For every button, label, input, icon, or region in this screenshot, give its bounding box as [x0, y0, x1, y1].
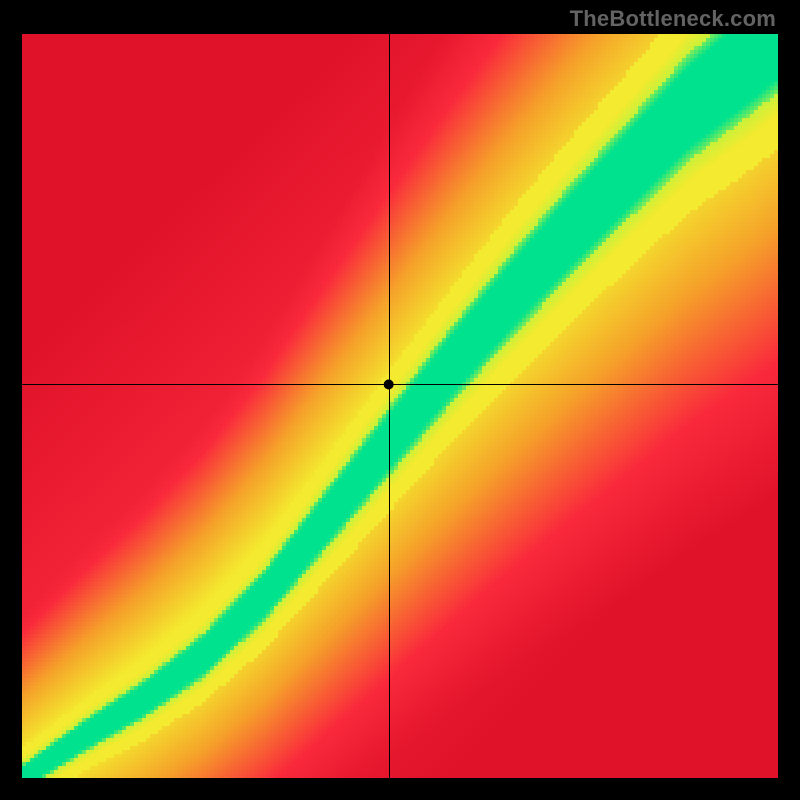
chart-container: TheBottleneck.com	[0, 0, 800, 800]
bottleneck-heatmap	[0, 0, 800, 800]
watermark-text: TheBottleneck.com	[570, 6, 776, 32]
